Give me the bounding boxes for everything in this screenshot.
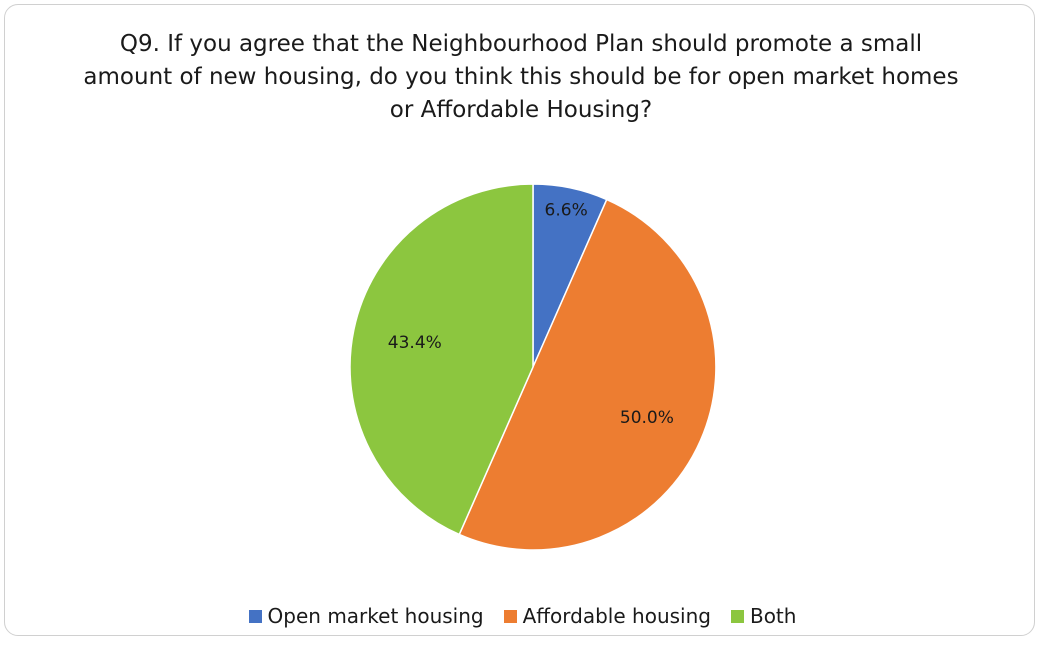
- legend-swatch-affordable-housing: [503, 609, 517, 623]
- pie-slice-affordable-housing: [458, 198, 717, 551]
- chart-legend: Open market housing Affordable housing Bot…: [0, 603, 1045, 629]
- legend-item-open-market-housing: Open market housing: [248, 603, 484, 629]
- legend-label-both: Both: [749, 604, 797, 628]
- legend-swatch-open-market-housing: [248, 609, 262, 623]
- legend-item-affordable-housing: Affordable housing: [503, 603, 711, 629]
- legend-swatch-both: [730, 609, 744, 623]
- legend-item-both: Both: [730, 603, 797, 629]
- data-label-both: 43.4%: [388, 333, 442, 353]
- legend-label-open-market-housing: Open market housing: [267, 604, 484, 628]
- data-label-affordable-housing: 50.0%: [620, 408, 674, 428]
- chart-title: Q9. If you agree that the Neighbourhood …: [83, 31, 959, 123]
- pie-slice-both: [349, 183, 534, 536]
- legend-label-affordable-housing: Affordable housing: [522, 604, 711, 628]
- data-label-open-market-housing: 6.6%: [545, 200, 588, 220]
